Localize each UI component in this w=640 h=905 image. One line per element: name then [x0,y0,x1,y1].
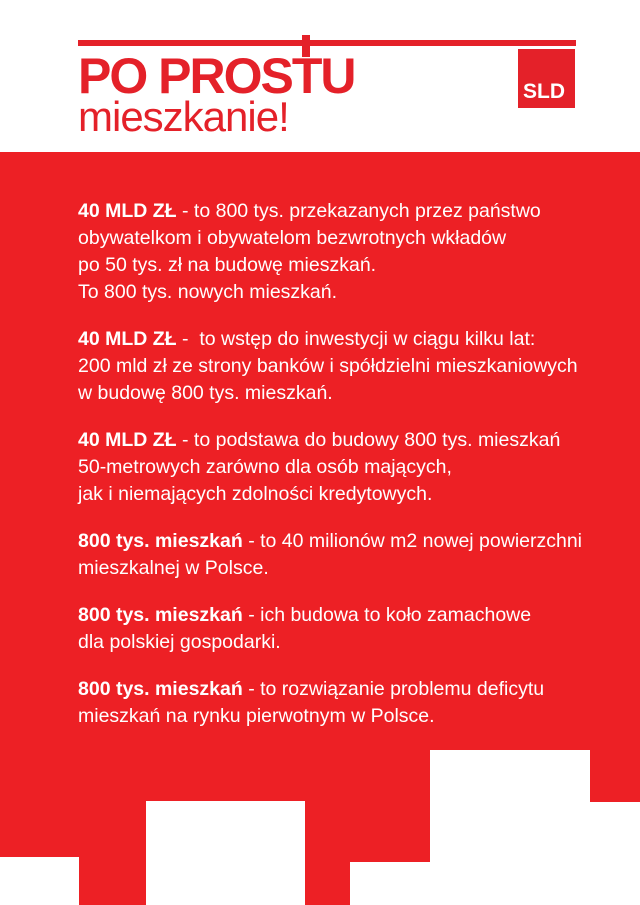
statement-text: - to 800 tys. przekazanych przez państwo… [78,200,541,303]
poster-header: PO PROSTU mieszkanie! SLD [0,0,640,152]
statement-lead: 40 MLD ZŁ [78,200,177,222]
skyline-notch-2 [146,801,305,905]
headline: PO PROSTU [78,48,357,104]
statement-text: - to podstawa do budowy 800 tys. mieszka… [78,429,561,505]
skyline-notch-3 [350,862,430,905]
headline-t-extended: T [291,48,323,104]
statement-lead: 40 MLD ZŁ [78,328,177,350]
subline: mieszkanie! [78,93,290,140]
statement-paragraph: 40 MLD ZŁ - to podstawa do budowy 800 ty… [78,427,620,508]
statement-text: - to rozwiązanie problemu deficytu miesz… [78,678,545,727]
statement-paragraph: 800 tys. mieszkań - to rozwiązanie probl… [78,676,620,730]
skyline-notch-5 [590,802,640,905]
header-rule [78,40,576,46]
statement-lead: 800 tys. mieszkań [78,530,243,552]
statements-section: 40 MLD ZŁ - to 800 tys. przekazanych prz… [0,152,640,905]
sld-logo: SLD [518,49,575,108]
statement-text: - to wstęp do inwestycji w ciągu kilku l… [78,328,578,404]
skyline-notch-4 [430,750,590,905]
sld-logo-text: SLD [523,80,565,103]
headline-post: U [320,48,356,104]
statement-lead: 40 MLD ZŁ [78,429,177,451]
statement-lead: 800 tys. mieszkań [78,604,243,626]
statement-paragraph: 40 MLD ZŁ - to 800 tys. przekazanych prz… [78,198,620,306]
statement-paragraph: 40 MLD ZŁ - to wstęp do inwestycji w cią… [78,326,620,407]
statement-text: - to 40 milionów m2 nowej powierzchni mi… [78,530,583,579]
statement-lead: 800 tys. mieszkań [78,678,243,700]
statement-paragraph: 800 tys. mieszkań - to 40 milionów m2 no… [78,528,620,582]
statement-paragraph: 800 tys. mieszkań - ich budowa to koło z… [78,602,620,656]
headline-pre: PO PROS [78,48,294,104]
statement-text: - ich budowa to koło zamachowe dla polsk… [78,604,532,653]
skyline-notch-1 [0,857,79,905]
